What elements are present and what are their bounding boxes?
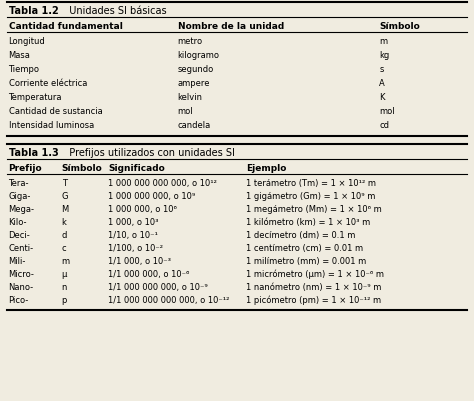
Text: Unidades SI básicas: Unidades SI básicas <box>63 6 167 16</box>
Text: m: m <box>379 37 387 46</box>
Text: 1 000 000 000 000, o 10¹²: 1 000 000 000 000, o 10¹² <box>108 178 217 188</box>
Text: Tabla 1.2: Tabla 1.2 <box>9 6 58 16</box>
Text: Prefijos utilizados con unidades SI: Prefijos utilizados con unidades SI <box>63 148 235 158</box>
Text: 1 000 000 000, o 10⁹: 1 000 000 000, o 10⁹ <box>108 192 195 200</box>
Text: 1 kilómetro (km) = 1 × 10³ m: 1 kilómetro (km) = 1 × 10³ m <box>246 217 371 227</box>
Text: K: K <box>379 93 385 102</box>
Text: ampere: ampere <box>178 79 210 88</box>
Text: Giga-: Giga- <box>9 192 31 200</box>
Text: p: p <box>62 295 67 304</box>
Text: d: d <box>62 231 67 239</box>
Text: Significado: Significado <box>108 164 165 172</box>
Text: mol: mol <box>379 107 395 116</box>
Text: 1 milímetro (mm) = 0.001 m: 1 milímetro (mm) = 0.001 m <box>246 256 367 265</box>
Text: Intensidad luminosa: Intensidad luminosa <box>9 121 94 130</box>
Text: 1 centímetro (cm) = 0.01 m: 1 centímetro (cm) = 0.01 m <box>246 243 364 252</box>
Text: candela: candela <box>178 121 211 130</box>
Text: Deci-: Deci- <box>9 231 30 239</box>
Text: 1/1 000, o 10⁻³: 1/1 000, o 10⁻³ <box>108 256 171 265</box>
Text: Cantidad fundamental: Cantidad fundamental <box>9 22 122 31</box>
Text: Mili-: Mili- <box>9 256 26 265</box>
Text: A: A <box>379 79 385 88</box>
Text: Temperatura: Temperatura <box>9 93 62 102</box>
Text: s: s <box>379 65 383 74</box>
Text: c: c <box>62 243 66 252</box>
Text: Ejemplo: Ejemplo <box>246 164 287 172</box>
Text: Prefijo: Prefijo <box>9 164 42 172</box>
Text: M: M <box>62 205 69 213</box>
Text: k: k <box>62 217 66 227</box>
Text: Símbolo: Símbolo <box>379 22 420 31</box>
Text: Tiempo: Tiempo <box>9 65 39 74</box>
Text: kelvin: kelvin <box>178 93 203 102</box>
Text: Tera-: Tera- <box>9 178 29 188</box>
Text: 1/100, o 10⁻²: 1/100, o 10⁻² <box>108 243 163 252</box>
Text: Micro-: Micro- <box>9 269 35 278</box>
Text: Kilo-: Kilo- <box>9 217 27 227</box>
Text: μ: μ <box>62 269 67 278</box>
Text: Pico-: Pico- <box>9 295 29 304</box>
Text: Centi-: Centi- <box>9 243 34 252</box>
Text: n: n <box>62 282 67 291</box>
Text: T: T <box>62 178 67 188</box>
Text: Símbolo: Símbolo <box>62 164 102 172</box>
Text: segundo: segundo <box>178 65 214 74</box>
Text: 1/1 000 000 000 000, o 10⁻¹²: 1/1 000 000 000 000, o 10⁻¹² <box>108 295 229 304</box>
Text: 1/10, o 10⁻¹: 1/10, o 10⁻¹ <box>108 231 158 239</box>
Text: Masa: Masa <box>9 51 30 60</box>
Text: 1 000, o 10³: 1 000, o 10³ <box>108 217 159 227</box>
Text: Cantidad de sustancia: Cantidad de sustancia <box>9 107 102 116</box>
Text: 1/1 000 000 000, o 10⁻⁹: 1/1 000 000 000, o 10⁻⁹ <box>108 282 208 291</box>
Text: Nombre de la unidad: Nombre de la unidad <box>178 22 284 31</box>
Text: metro: metro <box>178 37 203 46</box>
Text: 1 terámetro (Tm) = 1 × 10¹² m: 1 terámetro (Tm) = 1 × 10¹² m <box>246 178 376 188</box>
Text: 1 000 000, o 10⁶: 1 000 000, o 10⁶ <box>108 205 177 213</box>
Text: m: m <box>62 256 70 265</box>
Text: Nano-: Nano- <box>9 282 34 291</box>
Text: Corriente eléctrica: Corriente eléctrica <box>9 79 87 88</box>
Text: 1 nanómetro (nm) = 1 × 10⁻⁹ m: 1 nanómetro (nm) = 1 × 10⁻⁹ m <box>246 282 382 291</box>
Text: Longitud: Longitud <box>9 37 46 46</box>
Text: 1 megámetro (Mm) = 1 × 10⁶ m: 1 megámetro (Mm) = 1 × 10⁶ m <box>246 205 382 213</box>
Text: Tabla 1.3: Tabla 1.3 <box>9 148 58 158</box>
Text: kilogramo: kilogramo <box>178 51 220 60</box>
Text: cd: cd <box>379 121 389 130</box>
Text: mol: mol <box>178 107 193 116</box>
Text: 1 picómetro (pm) = 1 × 10⁻¹² m: 1 picómetro (pm) = 1 × 10⁻¹² m <box>246 295 382 305</box>
Text: 1 gigámetro (Gm) = 1 × 10⁹ m: 1 gigámetro (Gm) = 1 × 10⁹ m <box>246 192 376 200</box>
Text: 1 micrómetro (μm) = 1 × 10⁻⁶ m: 1 micrómetro (μm) = 1 × 10⁻⁶ m <box>246 269 384 279</box>
Text: kg: kg <box>379 51 390 60</box>
Text: 1/1 000 000, o 10⁻⁶: 1/1 000 000, o 10⁻⁶ <box>108 269 190 278</box>
Text: 1 decímetro (dm) = 0.1 m: 1 decímetro (dm) = 0.1 m <box>246 231 356 239</box>
Text: G: G <box>62 192 68 200</box>
Text: Mega-: Mega- <box>9 205 35 213</box>
